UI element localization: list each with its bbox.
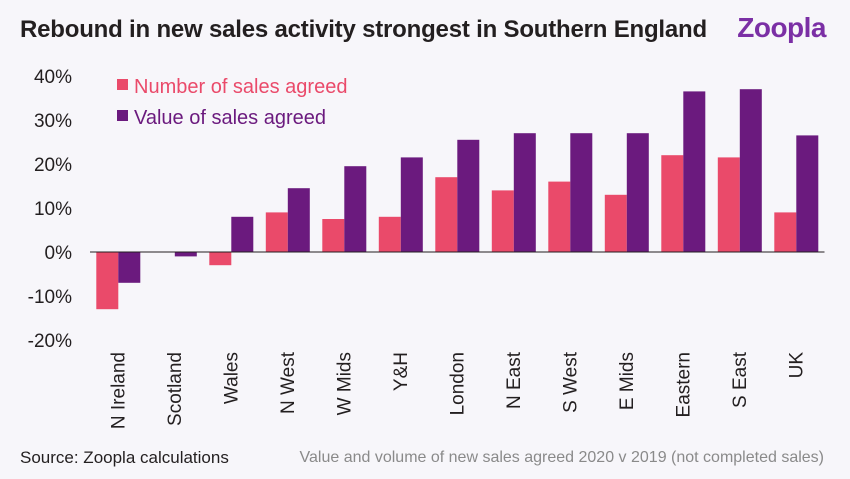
category-label: Eastern bbox=[673, 352, 694, 417]
source-text: Source: Zoopla calculations bbox=[20, 448, 229, 467]
bar-value-of-sales bbox=[570, 133, 593, 252]
zoopla-logo: Zoopla bbox=[737, 12, 826, 43]
bar-number-of-sales bbox=[435, 177, 458, 252]
category-label: Y&H bbox=[391, 352, 412, 391]
legend-label-value: Value of sales agreed bbox=[134, 107, 326, 129]
y-tick-label: 10% bbox=[34, 199, 72, 220]
y-tick-label: -20% bbox=[28, 331, 72, 352]
bar-value-of-sales bbox=[796, 135, 819, 252]
chart-title: Rebound in new sales activity strongest … bbox=[20, 16, 707, 43]
bar-value-of-sales bbox=[457, 139, 480, 252]
category-label: S East bbox=[730, 351, 751, 408]
bar-number-of-sales bbox=[265, 212, 288, 252]
bar-value-of-sales bbox=[400, 157, 423, 252]
bar-value-of-sales bbox=[287, 188, 310, 252]
y-tick-label: 20% bbox=[34, 155, 72, 176]
bar-value-of-sales bbox=[118, 252, 141, 283]
bar-number-of-sales bbox=[661, 155, 684, 252]
bar-value-of-sales bbox=[513, 133, 536, 252]
bar-number-of-sales bbox=[604, 194, 627, 252]
bar-number-of-sales bbox=[378, 216, 401, 252]
category-label: London bbox=[447, 352, 468, 415]
category-label: Scotland bbox=[165, 352, 186, 426]
category-label: N East bbox=[504, 351, 525, 409]
bar-number-of-sales bbox=[774, 212, 797, 252]
bar-number-of-sales bbox=[322, 219, 345, 252]
chart-note: Value and volume of new sales agreed 202… bbox=[299, 449, 824, 466]
legend-label-number: Number of sales agreed bbox=[134, 76, 347, 98]
legend: Number of sales agreed Value of sales ag… bbox=[117, 76, 347, 129]
legend-swatch-number bbox=[117, 79, 128, 90]
y-tick-label: 0% bbox=[45, 243, 73, 264]
bar-number-of-sales bbox=[491, 190, 514, 252]
y-tick-label: 40% bbox=[34, 67, 72, 88]
legend-swatch-value bbox=[117, 110, 128, 121]
bar-number-of-sales bbox=[548, 181, 571, 252]
bar-value-of-sales bbox=[174, 252, 197, 257]
y-tick-label: -10% bbox=[28, 287, 72, 308]
bar-number-of-sales bbox=[209, 252, 232, 266]
category-label: UK bbox=[786, 352, 807, 379]
bar-value-of-sales bbox=[739, 89, 762, 252]
bar-number-of-sales bbox=[717, 157, 740, 252]
category-label: N Ireland bbox=[108, 352, 129, 429]
y-tick-label: 30% bbox=[34, 111, 72, 132]
bar-number-of-sales bbox=[96, 252, 119, 310]
category-labels: N Ireland Scotland Wales N West W Mids Y&H Lon… bbox=[108, 351, 807, 429]
bar-value-of-sales bbox=[683, 91, 706, 253]
category-label: S West bbox=[560, 351, 581, 413]
bars bbox=[96, 89, 819, 310]
category-label: N West bbox=[278, 351, 299, 414]
category-label: W Mids bbox=[334, 352, 355, 415]
y-axis: 40% 30% 20% 10% 0% -10% -20% bbox=[28, 67, 72, 352]
bar-value-of-sales bbox=[231, 216, 254, 252]
bar-value-of-sales bbox=[344, 166, 367, 252]
category-label: Wales bbox=[221, 352, 242, 404]
bar-value-of-sales bbox=[626, 133, 649, 252]
category-label: E Mids bbox=[617, 352, 638, 410]
